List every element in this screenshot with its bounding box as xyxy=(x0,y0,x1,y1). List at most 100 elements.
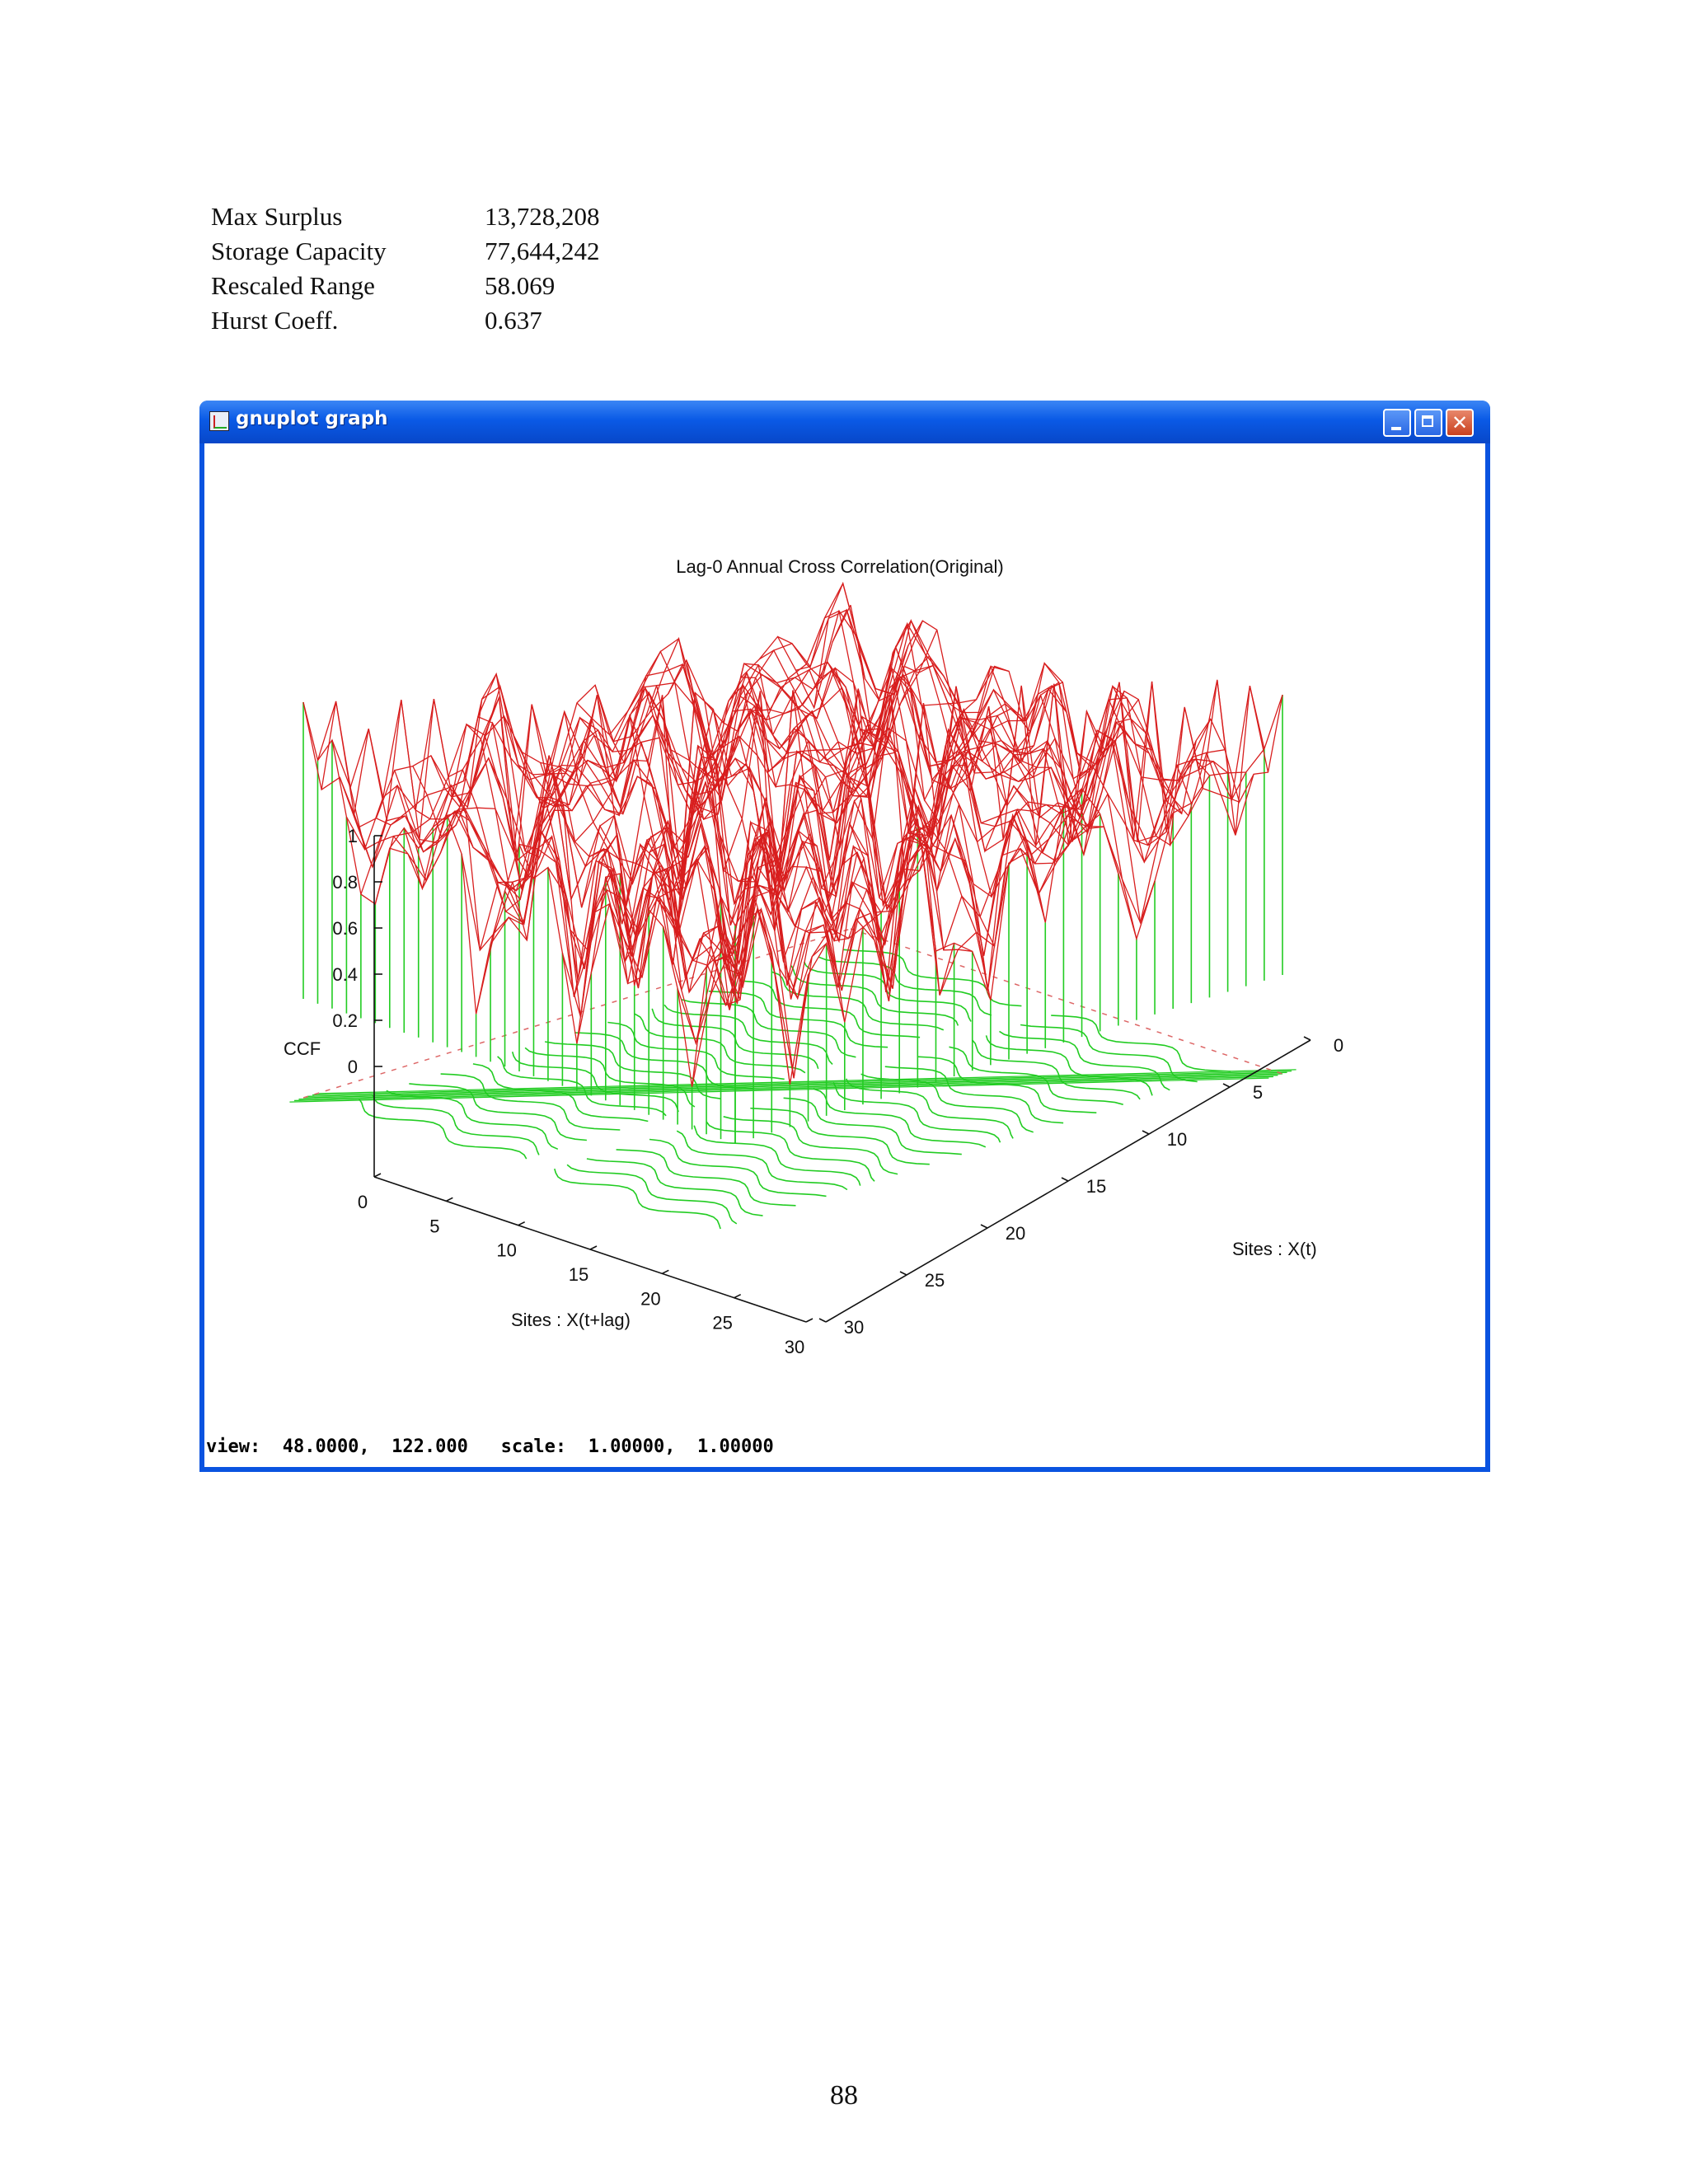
x-tick xyxy=(661,1269,669,1275)
stat-value: 77,644,242 xyxy=(485,237,600,265)
contour-line xyxy=(616,1149,796,1207)
contour-line xyxy=(359,1099,528,1160)
mesh-line xyxy=(605,705,1154,994)
y-tick xyxy=(1142,1130,1150,1135)
contour-line xyxy=(790,965,959,1026)
contour-line xyxy=(676,1130,848,1191)
y-tick xyxy=(899,1271,907,1276)
x-tick-label: 5 xyxy=(429,1216,439,1236)
stat-row: Hurst Coeff. 0.637 xyxy=(211,303,706,338)
chart-title: Lag-0 Annual Cross Correlation(Original) xyxy=(676,556,1003,577)
mesh-line xyxy=(447,666,996,901)
contour-line xyxy=(999,1030,1170,1091)
contour-line xyxy=(586,1158,763,1216)
mesh-line xyxy=(374,620,923,905)
contour-line xyxy=(409,1083,587,1141)
mesh-line xyxy=(634,683,1183,1007)
x-tick-label: 25 xyxy=(712,1313,732,1333)
axes: 1 0.8 0.6 0.4 0.2 0 0 5 10 15 20 25 30 0 5 10 15 20 25 30 xyxy=(332,826,1343,1357)
stat-label: Max Surplus xyxy=(211,202,343,231)
contour-line xyxy=(706,1121,875,1182)
contour-line xyxy=(298,1075,1278,1100)
x-tick-label: 15 xyxy=(569,1264,588,1285)
x-tick xyxy=(589,1245,598,1250)
x-tick-label: 0 xyxy=(358,1192,368,1212)
x-tick xyxy=(805,1318,814,1323)
mesh-line xyxy=(663,682,1212,1000)
contour-line xyxy=(741,980,921,1038)
contour-line xyxy=(293,1076,1273,1102)
contour-line xyxy=(884,1066,1064,1124)
x-tick-label: 10 xyxy=(496,1240,516,1261)
contour-line xyxy=(511,1051,679,1113)
contour-line xyxy=(302,1073,1283,1099)
stat-row: Max Surplus 13,728,208 xyxy=(211,199,706,234)
window-title: gnuplot graph xyxy=(236,408,388,429)
page-number: 88 xyxy=(830,2080,858,2111)
z-tick-label: 0.4 xyxy=(332,964,358,985)
z-axis-label: CCF xyxy=(284,1038,321,1059)
contour-line xyxy=(440,1073,621,1131)
contour-line xyxy=(307,1071,1287,1097)
close-icon[interactable]: ✕ xyxy=(1446,409,1474,437)
stat-value: 13,728,208 xyxy=(485,202,600,231)
maximize-icon[interactable] xyxy=(1414,409,1442,437)
y-tick-label: 0 xyxy=(1334,1035,1343,1056)
x-tick-label: 30 xyxy=(785,1337,804,1357)
x-tick xyxy=(445,1197,453,1202)
gnuplot-app-icon[interactable] xyxy=(209,411,229,431)
y-axis-label: Sites : X(t) xyxy=(1232,1239,1317,1259)
surface-plot: Lag-0 Annual Cross Correlation(Original)… xyxy=(284,556,1343,1357)
y-tick-label: 5 xyxy=(1253,1082,1263,1103)
contour-line xyxy=(723,1116,898,1175)
mesh-line xyxy=(316,609,866,869)
y-tick-label: 30 xyxy=(844,1317,864,1338)
z-tick-label: 0 xyxy=(348,1057,358,1077)
contour-line xyxy=(771,971,945,1031)
z-tick-label: 0.8 xyxy=(332,872,358,893)
contour-line xyxy=(832,1082,1001,1143)
contour-line xyxy=(1020,1024,1198,1083)
contour-line xyxy=(783,1097,962,1155)
y-tick-label: 15 xyxy=(1086,1176,1106,1197)
contour-line xyxy=(289,1077,1269,1103)
contour-line xyxy=(566,1164,738,1225)
window-titlebar[interactable]: gnuplot graph ✕ xyxy=(199,401,1490,443)
contour-line xyxy=(372,1094,540,1155)
base-frame xyxy=(302,928,1283,1099)
x-axis-label: Sites : X(t+lag) xyxy=(511,1310,631,1330)
mesh-line xyxy=(532,662,1082,963)
mesh-line xyxy=(576,691,1125,1044)
contour-line xyxy=(544,1041,721,1099)
contour-line xyxy=(312,1070,1292,1096)
z-tick-label: 1 xyxy=(348,826,358,846)
contour-line xyxy=(750,1107,930,1165)
x-tick-label: 20 xyxy=(640,1288,660,1309)
contour-line xyxy=(818,956,992,1016)
contour-line xyxy=(1051,1015,1231,1072)
mesh-line xyxy=(518,687,1067,997)
mesh-line xyxy=(619,685,1168,1010)
stat-row: Rescaled Range 58.069 xyxy=(211,269,706,303)
contour-line xyxy=(554,1168,721,1230)
y-tick-label: 10 xyxy=(1167,1129,1187,1150)
mesh-line xyxy=(648,709,1197,1001)
mesh-line xyxy=(547,681,1096,969)
stat-row: Storage Capacity 77,644,242 xyxy=(211,234,706,269)
mesh-line xyxy=(389,630,938,883)
plot-area: Lag-0 Annual Cross Correlation(Original)… xyxy=(204,443,1485,1467)
mesh-line xyxy=(706,679,1254,1002)
contour-line xyxy=(524,1047,696,1108)
contour-line xyxy=(574,1032,754,1090)
mesh-line xyxy=(720,686,1269,1079)
y-tick-label: 20 xyxy=(1006,1223,1025,1244)
y-tick xyxy=(1222,1083,1231,1088)
mesh-line xyxy=(461,665,1010,951)
stat-label: Storage Capacity xyxy=(211,237,387,265)
base-edge-back-left xyxy=(302,928,851,1099)
contour-line xyxy=(316,1069,1296,1094)
y-tick xyxy=(980,1224,988,1229)
minimize-icon[interactable] xyxy=(1383,409,1411,437)
contour-line xyxy=(813,1088,987,1148)
mesh-line xyxy=(360,645,909,895)
